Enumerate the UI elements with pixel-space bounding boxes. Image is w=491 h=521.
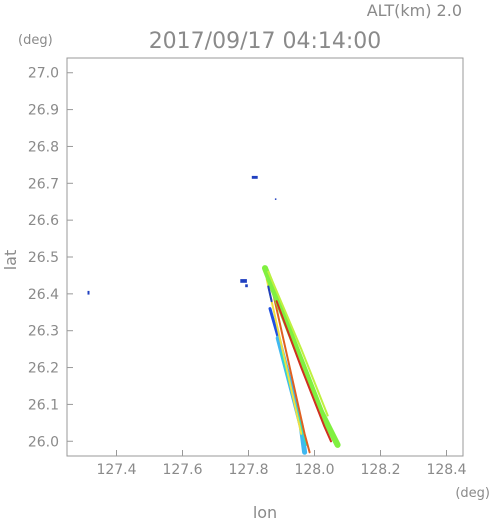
echo-trace-9 [267, 285, 273, 303]
echo-blob-5 [274, 198, 277, 200]
data-layer [87, 175, 341, 455]
altitude-label: ALT(km) 2.0 [367, 1, 462, 20]
axis-layer: 127.4 127.6 127.8 128.0 128.2 128.4 26.0 26.1 26… [28, 66, 467, 478]
echo-trace-6 [262, 265, 341, 448]
y-tick-label: 26.8 [28, 139, 59, 155]
echo-blob-1 [251, 175, 258, 179]
y-tick-label: 26.1 [28, 397, 59, 413]
y-tick-label: 26.5 [28, 250, 59, 266]
x-tick-label: 128.4 [426, 462, 466, 478]
x-tick-label: 127.6 [162, 462, 202, 478]
y-tick-label: 26.9 [28, 103, 59, 119]
y-tick-label: 26.0 [28, 434, 59, 450]
y-tick-label: 26.3 [28, 324, 59, 340]
x-tick-label: 127.4 [96, 462, 136, 478]
echo-trace-5 [265, 278, 303, 435]
y-tick-label: 26.2 [28, 361, 59, 377]
x-tick-label: 127.8 [228, 462, 268, 478]
y-axis-label: lat [1, 250, 20, 271]
echo-blob-4 [87, 290, 90, 295]
y-tick-label: 26.7 [28, 176, 59, 192]
echo-blob-2 [240, 279, 247, 283]
chart-title: 2017/09/17 04:14:00 [149, 29, 382, 54]
y-tick-label: 26.6 [28, 213, 59, 229]
echo-trace-7 [275, 300, 332, 443]
x-tick-label: 128.0 [294, 462, 334, 478]
y-axis-unit: (deg) [18, 33, 53, 48]
y-tick-label: 26.4 [28, 287, 59, 303]
x-axis-label: lon [253, 503, 277, 521]
y-tick-label: 27.0 [28, 66, 59, 82]
x-axis-unit: (deg) [455, 486, 490, 501]
echo-trace-4 [267, 270, 311, 454]
echo-trace-8 [267, 270, 329, 417]
plot-frame [66, 57, 464, 457]
x-tick-label: 128.2 [360, 462, 400, 478]
echo-blob-3 [245, 284, 248, 288]
